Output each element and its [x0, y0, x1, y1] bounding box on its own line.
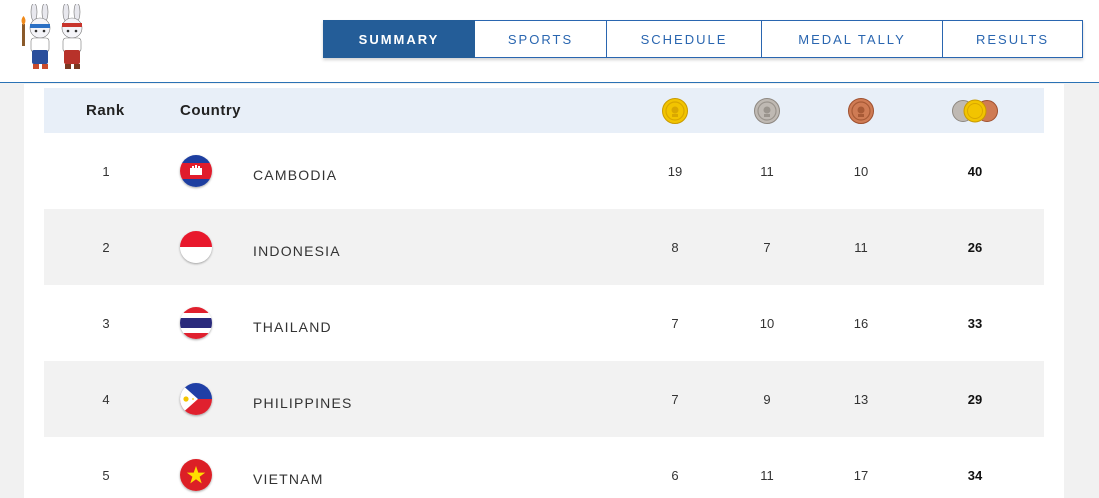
table-header-row: Rank Country — [44, 88, 1044, 133]
total-count: 26 — [967, 239, 983, 255]
tab-schedule[interactable]: SCHEDULE — [607, 20, 762, 58]
total-header — [952, 88, 998, 133]
country-header: Country — [180, 102, 241, 119]
country-name[interactable]: VIETNAM — [253, 470, 324, 487]
total-medals-icon — [952, 99, 998, 122]
bronze-count: 11 — [854, 239, 868, 255]
cambodia-flag-icon — [180, 155, 212, 187]
rank-cell: 1 — [102, 163, 110, 179]
table-row: 1 CAMBODIA 19 11 10 40 — [44, 133, 1044, 209]
bronze-count: 10 — [853, 163, 869, 179]
medal-table: Rank Country — [44, 88, 1044, 498]
thailand-flag-icon — [180, 307, 212, 339]
table-row: 2 INDONESIA 8 7 11 26 — [44, 209, 1044, 285]
mascot-logo-icon[interactable] — [14, 4, 100, 76]
rank-cell: 2 — [102, 239, 110, 255]
table-row: 3 THAILAND 7 10 16 33 — [44, 285, 1044, 361]
bronze-count: 13 — [853, 391, 869, 407]
tab-summary[interactable]: SUMMARY — [323, 20, 475, 58]
philippines-flag-icon — [180, 383, 212, 415]
rank-cell: 3 — [102, 315, 110, 331]
vietnam-flag-icon — [180, 459, 212, 491]
main-nav: SUMMARY SPORTS SCHEDULE MEDAL TALLY RESU… — [323, 20, 1083, 58]
country-name[interactable]: CAMBODIA — [253, 166, 338, 183]
country-name[interactable]: PHILIPPINES — [253, 394, 353, 411]
gold-medal-icon — [662, 97, 688, 124]
flag-cell — [180, 437, 212, 498]
country-name[interactable]: THAILAND — [253, 318, 332, 335]
bronze-header — [848, 88, 874, 133]
tab-results[interactable]: RESULTS — [943, 20, 1083, 58]
total-count: 40 — [967, 163, 983, 179]
total-count: 29 — [967, 391, 983, 407]
silver-medal-icon — [754, 97, 780, 124]
gold-count: 6 — [671, 467, 679, 483]
silver-count: 9 — [763, 391, 771, 407]
flag-cell — [180, 285, 212, 361]
table-row: 4 PHILIPPINES 7 9 13 29 — [44, 361, 1044, 437]
rank-cell: 4 — [102, 391, 110, 407]
total-count: 33 — [967, 315, 983, 331]
flag-cell — [180, 209, 212, 285]
indonesia-flag-icon — [180, 231, 212, 263]
silver-count: 11 — [760, 163, 774, 179]
gold-count: 8 — [671, 239, 679, 255]
silver-header — [754, 88, 780, 133]
content-panel: Rank Country — [24, 84, 1064, 498]
country-name[interactable]: INDONESIA — [253, 242, 341, 259]
bronze-count: 16 — [853, 315, 869, 331]
gold-count: 7 — [671, 391, 679, 407]
tab-sports[interactable]: SPORTS — [475, 20, 607, 58]
table-row: 5 VIETNAM 6 11 17 34 — [44, 437, 1044, 498]
gold-count: 7 — [671, 315, 679, 331]
gold-count: 19 — [667, 163, 683, 179]
gold-header — [662, 88, 688, 133]
flag-cell — [180, 133, 212, 209]
rank-header: Rank — [86, 102, 125, 119]
silver-count: 10 — [759, 315, 775, 331]
silver-count: 11 — [760, 467, 774, 483]
tab-medal-tally[interactable]: MEDAL TALLY — [762, 20, 943, 58]
site-header: SUMMARY SPORTS SCHEDULE MEDAL TALLY RESU… — [0, 0, 1099, 83]
flag-cell — [180, 361, 212, 437]
bronze-count: 17 — [853, 467, 869, 483]
bronze-medal-icon — [848, 97, 874, 124]
total-count: 34 — [967, 467, 983, 483]
silver-count: 7 — [763, 239, 771, 255]
rank-cell: 5 — [102, 467, 110, 483]
